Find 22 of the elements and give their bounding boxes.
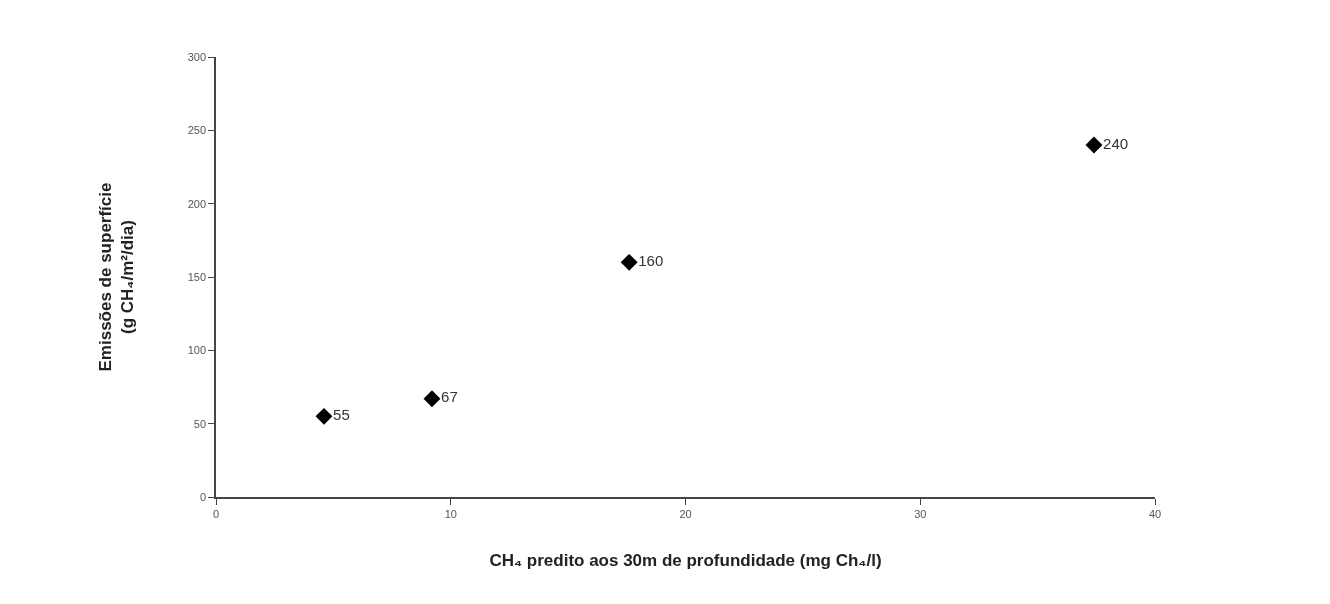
- point: [315, 407, 333, 425]
- y-tick-label: 300: [187, 50, 207, 63]
- y-tick-label: 50: [193, 417, 207, 430]
- y-tick-label: 200: [187, 197, 207, 210]
- x-tick-label: 30: [914, 507, 927, 520]
- y-tick-label: 0: [199, 490, 207, 503]
- y-axis-title: Emissões de superfície (g CH₄/m²/dia): [95, 182, 137, 372]
- point: [1085, 136, 1103, 154]
- point: [620, 253, 638, 271]
- y-tick-label: 100: [187, 344, 207, 357]
- y-tick-label: 250: [187, 124, 207, 137]
- data-label: 67: [441, 388, 458, 406]
- x-axis-title: CH₄ predito aos 30m de profundidade (mg Ch₄/l): [489, 550, 882, 570]
- point: [423, 390, 441, 408]
- x-tick-label: 20: [679, 507, 692, 520]
- y-tick-label: 150: [187, 270, 207, 283]
- data-label: 240: [1103, 134, 1129, 152]
- data-label: 160: [638, 252, 664, 270]
- x-tick-label: 10: [444, 507, 457, 520]
- x-tick-label: 0: [212, 507, 220, 520]
- data-label: 55: [333, 406, 350, 424]
- x-tick-label: 40: [1148, 507, 1162, 520]
